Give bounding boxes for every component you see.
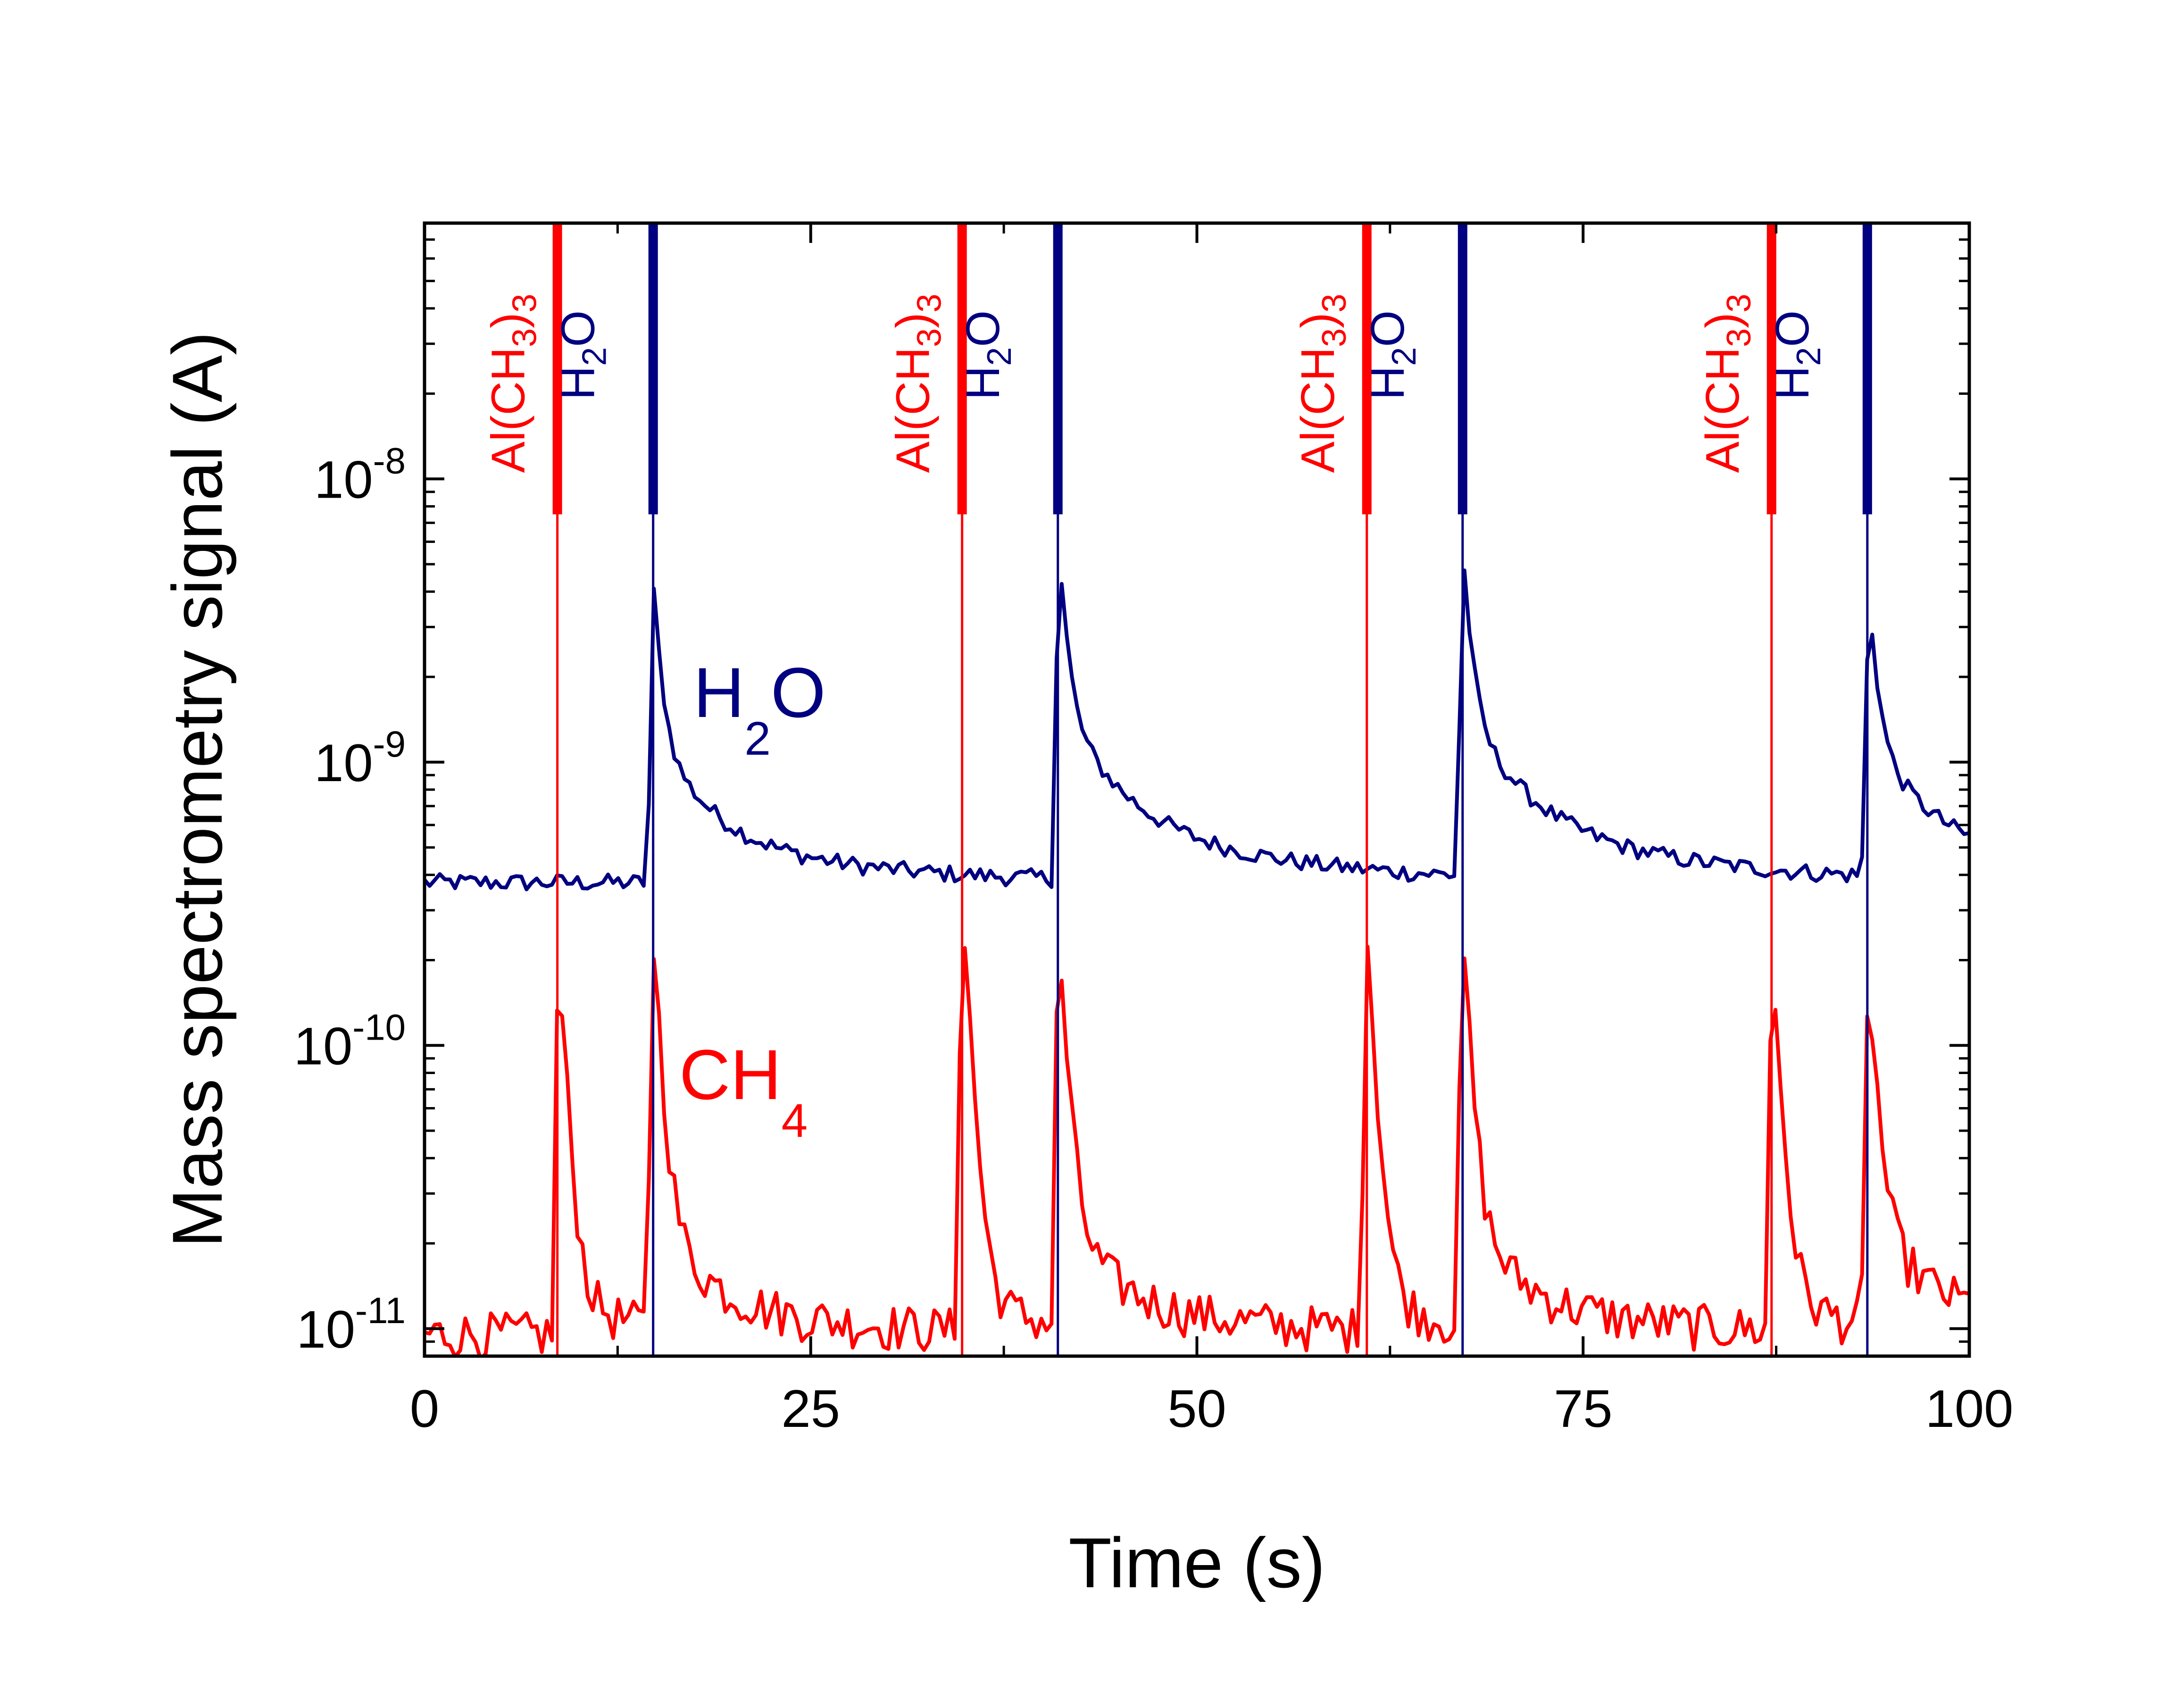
y-tick-exp: -11 xyxy=(355,1290,406,1331)
series-label-ch4: CH4 xyxy=(679,1035,808,1147)
series-label-sub: 4 xyxy=(782,1094,808,1147)
pulse-label-main: H xyxy=(552,366,605,400)
y-tick-label: 10-10 xyxy=(294,1006,406,1075)
pulse-label-main: H xyxy=(1361,366,1414,400)
x-tick-label: 100 xyxy=(1925,1379,2014,1438)
pulse-label-mid: ) xyxy=(1696,313,1749,328)
pulse-label-sub: 3 xyxy=(1720,294,1758,313)
pulse-label-h2o: H2O xyxy=(1361,310,1423,400)
pulse-label-mid: O xyxy=(957,310,1009,347)
series-label-end: O xyxy=(771,653,826,732)
pulse-label-sub: 2 xyxy=(1385,347,1423,366)
pulse-label-sub: 2 xyxy=(576,347,614,366)
pulse-label-mid: O xyxy=(1361,310,1414,347)
y-tick-exp: -8 xyxy=(373,440,406,481)
y-tick-label: 10-11 xyxy=(296,1290,406,1359)
y-tick-label: 10-8 xyxy=(314,440,406,509)
pulse-label-tma: Al(CH3)3 xyxy=(1696,294,1758,473)
pulse-label-sub: 2 xyxy=(981,347,1018,366)
pulse-label-sub: 3 xyxy=(911,328,949,347)
pulse-label-main: Al(CH xyxy=(482,347,535,473)
pulse-label-mid: ) xyxy=(1291,313,1344,328)
pulse-label-sub: 2 xyxy=(1790,347,1828,366)
x-axis-title: Time (s) xyxy=(1068,1523,1325,1602)
y-tick-exp: -9 xyxy=(373,723,406,765)
pulse-label-sub: 3 xyxy=(1316,294,1353,313)
pulse-label-main: Al(CH xyxy=(1291,347,1344,473)
series-line-ch4 xyxy=(425,945,1969,1356)
x-tick-label: 0 xyxy=(410,1379,439,1438)
y-tick-base: 10 xyxy=(314,733,373,792)
series-label-main: CH xyxy=(679,1035,782,1114)
x-tick-label: 25 xyxy=(781,1379,840,1438)
series-line-h2o xyxy=(425,568,1969,891)
y-tick-label: 10-9 xyxy=(314,723,406,792)
pulse-label-sub: 3 xyxy=(1720,328,1758,347)
y-tick-base: 10 xyxy=(294,1016,353,1075)
series-label-sub: 2 xyxy=(744,712,771,765)
pulse-label-main: H xyxy=(957,366,1009,400)
y-tick-base: 10 xyxy=(314,450,373,509)
pulse-label-sub: 3 xyxy=(911,294,949,313)
pulse-label-h2o: H2O xyxy=(957,310,1018,400)
pulse-label-mid: ) xyxy=(482,313,535,328)
x-tick-label: 50 xyxy=(1167,1379,1226,1438)
pulse-label-mid: O xyxy=(552,310,605,347)
pulse-label-sub: 3 xyxy=(506,294,544,313)
pulse-label-main: H xyxy=(1766,366,1819,400)
x-tick-label: 75 xyxy=(1554,1379,1613,1438)
pulse-label-main: Al(CH xyxy=(887,347,940,473)
pulse-label-tma: Al(CH3)3 xyxy=(1291,294,1353,473)
pulse-label-h2o: H2O xyxy=(1766,310,1828,400)
y-tick-base: 10 xyxy=(296,1300,355,1359)
y-axis-title: Mass spectrometry signal (A) xyxy=(158,332,237,1248)
pulse-label-mid: O xyxy=(1766,310,1819,347)
y-tick-exp: -10 xyxy=(352,1006,406,1048)
pulse-label-tma: Al(CH3)3 xyxy=(887,294,949,473)
pulse-label-main: Al(CH xyxy=(1696,347,1749,473)
series-label-h2o: H2O xyxy=(693,653,826,765)
pulse-label-mid: ) xyxy=(887,313,940,328)
pulse-label-sub: 3 xyxy=(506,328,544,347)
pulse-label-h2o: H2O xyxy=(552,310,614,400)
pulse-label-tma: Al(CH3)3 xyxy=(482,294,544,473)
pulse-label-sub: 3 xyxy=(1316,328,1353,347)
series-label-main: H xyxy=(693,653,744,732)
